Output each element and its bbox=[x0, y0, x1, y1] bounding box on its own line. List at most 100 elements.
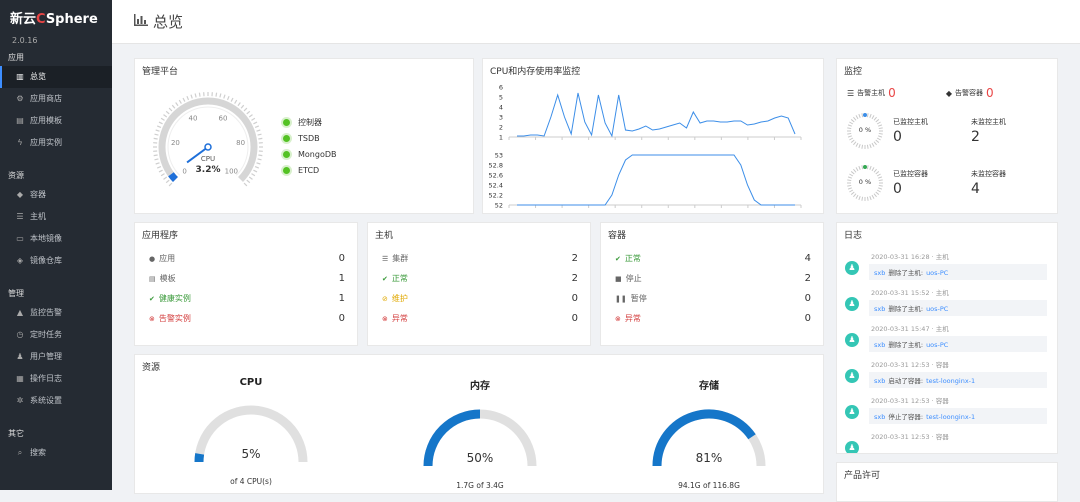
host-unmonitored-label: 未监控主机 bbox=[971, 117, 1006, 127]
sidebar-item[interactable]: ☰主机 bbox=[0, 206, 112, 228]
dial-tick bbox=[859, 166, 860, 170]
dial-tick bbox=[848, 188, 852, 189]
sidebar-item[interactable]: ▭本地镜像 bbox=[0, 228, 112, 250]
check-circle-icon: ✔ bbox=[615, 255, 621, 263]
gauge-tick bbox=[244, 108, 247, 111]
sidebar-item[interactable]: ◆容器 bbox=[0, 184, 112, 206]
log-target[interactable]: uos-PC bbox=[926, 269, 948, 277]
log-icon: ▦ bbox=[14, 368, 26, 390]
dial-tick bbox=[856, 167, 858, 170]
alert-circle-icon: ⊗ bbox=[149, 315, 155, 323]
gauge-tick bbox=[156, 130, 160, 131]
gauge-label: CPU bbox=[201, 155, 215, 163]
alert-container-count[interactable]: 0 bbox=[986, 86, 994, 100]
sidebar-item[interactable]: ⚙应用商店 bbox=[0, 88, 112, 110]
gauge-tick bbox=[159, 170, 163, 172]
server-icon: ☰ bbox=[382, 255, 388, 263]
sidebar-item-label: 用户管理 bbox=[30, 346, 62, 368]
app-version: 2.0.16 bbox=[10, 36, 112, 45]
sidebar-item[interactable]: ♟用户管理 bbox=[0, 346, 112, 368]
dial-tick bbox=[856, 115, 858, 118]
sidebar-item[interactable]: ◷定时任务 bbox=[0, 324, 112, 346]
log-action: 删除了主机: bbox=[888, 341, 923, 349]
stat-row[interactable]: ● 应用 0 bbox=[135, 248, 357, 268]
dial-tick bbox=[876, 140, 879, 143]
sidebar-item-label: 定时任务 bbox=[30, 324, 62, 346]
gauge-tick bbox=[231, 98, 233, 102]
stat-label-text: 正常 bbox=[392, 274, 408, 283]
log-time: 2020-03-31 12:53 · 容器 bbox=[845, 358, 1047, 372]
sidebar-item[interactable]: ▤应用模板 bbox=[0, 110, 112, 132]
file-icon: ▤ bbox=[149, 275, 156, 283]
sidebar-item[interactable]: ▥总览 bbox=[0, 66, 112, 88]
stat-label-text: 停止 bbox=[626, 274, 642, 283]
log-user[interactable]: sxb bbox=[874, 377, 885, 385]
resource-title: 存储 bbox=[639, 377, 779, 392]
stat-label-text: 应用 bbox=[159, 254, 175, 263]
container-monitor-row: 0 % 已监控容器 0 未监控容器 4 bbox=[845, 163, 1055, 207]
gauge-tick bbox=[253, 170, 257, 172]
dial-tick bbox=[872, 115, 874, 118]
brand-prefix: 新云 bbox=[10, 12, 36, 27]
sidebar-item[interactable]: ⌕搜索 bbox=[0, 442, 112, 464]
log-target[interactable]: test-loonginx-1 bbox=[926, 377, 975, 385]
y-tick-label: 52 bbox=[495, 202, 503, 210]
sidebar-item[interactable]: ▲监控告警 bbox=[0, 302, 112, 324]
log-user[interactable]: sxb bbox=[874, 269, 885, 277]
sidebar-section-title: 应用 bbox=[0, 50, 112, 66]
dial-tick bbox=[853, 117, 856, 120]
stat-value: 0 bbox=[572, 313, 578, 324]
series-line bbox=[517, 93, 795, 136]
log-target[interactable]: uos-PC bbox=[926, 341, 948, 349]
log-user[interactable]: sxb bbox=[874, 305, 885, 313]
dial-tick bbox=[879, 128, 883, 129]
search-icon: ⌕ bbox=[14, 442, 26, 464]
gauge-tick bbox=[191, 95, 192, 99]
log-target[interactable]: uos-PC bbox=[926, 305, 948, 313]
cpu-mem-title: CPU和内存使用率监控 bbox=[483, 59, 823, 82]
log-user[interactable]: sxb bbox=[874, 341, 885, 349]
dial-tick bbox=[867, 113, 868, 117]
log-target[interactable]: test-loonginx-1 bbox=[926, 413, 975, 421]
dial-tick bbox=[867, 197, 868, 201]
alert-circle-icon: ⊗ bbox=[615, 315, 621, 323]
brand-logo[interactable]: 新云CSphere 2.0.16 bbox=[0, 0, 112, 48]
sidebar-item[interactable]: ▦操作日志 bbox=[0, 368, 112, 390]
dial-tick bbox=[859, 196, 860, 200]
info-icon: ● bbox=[149, 255, 155, 263]
dial-tick bbox=[872, 143, 874, 146]
y-tick-label: 52.2 bbox=[489, 192, 503, 200]
wrench-icon: ⊘ bbox=[382, 295, 388, 303]
log-user[interactable]: sxb bbox=[874, 413, 885, 421]
alert-host-count[interactable]: 0 bbox=[888, 86, 896, 100]
license-title: 产品许可 bbox=[837, 463, 1057, 486]
dial-tick bbox=[877, 190, 880, 192]
sidebar-item[interactable]: ◈镜像仓库 bbox=[0, 250, 112, 272]
bolt-icon: ϟ bbox=[14, 132, 26, 154]
dial-tick bbox=[849, 190, 852, 192]
status-dot-icon bbox=[283, 167, 290, 174]
resource-sub: 1.7G of 3.4G bbox=[410, 481, 550, 490]
sidebar-item-label: 应用模板 bbox=[30, 110, 62, 132]
stat-value: 0 bbox=[339, 253, 345, 264]
sidebar-item[interactable]: ✲系统设置 bbox=[0, 390, 112, 412]
sidebar-item-label: 系统设置 bbox=[30, 390, 62, 412]
dial-tick bbox=[847, 180, 851, 181]
user-avatar-icon: ♟ bbox=[845, 405, 859, 419]
